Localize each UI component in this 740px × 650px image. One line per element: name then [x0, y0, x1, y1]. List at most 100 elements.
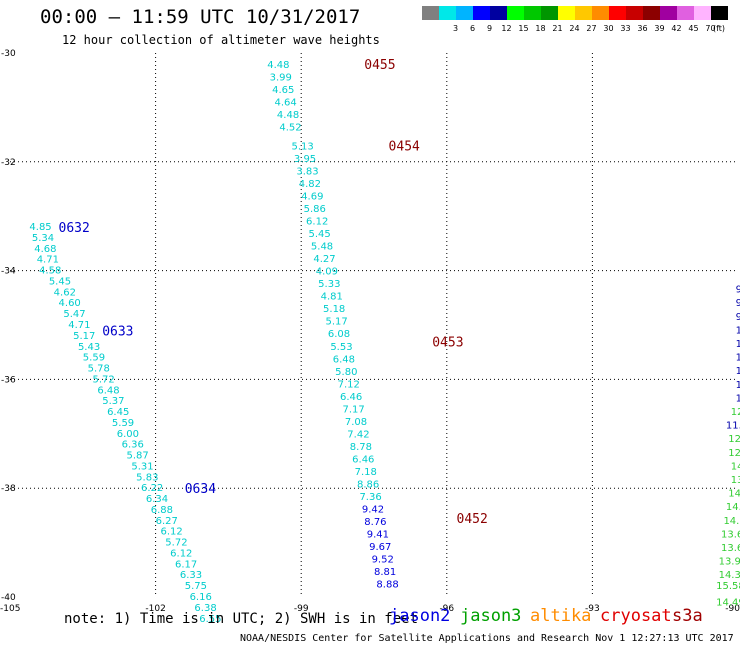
legend-s3a: s3a	[672, 606, 703, 626]
pass-time-label: 0455	[364, 58, 395, 73]
swh-value-label: 7.12	[338, 379, 360, 390]
pass-time-label: 0634	[185, 482, 216, 497]
swh-value-label: 7.42	[347, 429, 369, 440]
swh-value-label: 4.60	[59, 298, 81, 309]
scale-tick-label: 24	[569, 24, 579, 33]
swh-value-label: 4.85	[29, 222, 51, 233]
pass-time-label: 0454	[389, 139, 420, 154]
swh-value-label: 4.82	[299, 179, 321, 190]
x-tick-label: -102	[145, 604, 165, 614]
swh-value-label: 5.59	[83, 353, 105, 364]
swh-value-label: 13.69	[721, 543, 740, 554]
scale-bin	[592, 6, 609, 20]
scale-bin	[660, 6, 677, 20]
swh-value-label: 5.17	[325, 317, 347, 328]
swh-value-label: 3.83	[296, 167, 318, 178]
swh-value-label: 5.13	[291, 142, 313, 153]
y-tick-label: -32	[1, 158, 16, 168]
swh-value-label: 13.97	[719, 557, 740, 568]
swh-value-label: 5.43	[78, 342, 100, 353]
swh-value-label: 5.59	[112, 418, 134, 429]
swh-value-label: 5.48	[311, 242, 333, 253]
swh-value-label: 6.55	[199, 614, 221, 625]
scale-tick-label: 39	[654, 24, 664, 33]
swh-value-label: 6.48	[333, 354, 355, 365]
swh-value-label: 5.45	[49, 276, 71, 287]
swh-value-label: 6.38	[194, 603, 216, 614]
swh-value-label: 5.37	[102, 396, 124, 407]
pass-time-label: 0633	[102, 324, 133, 339]
swh-value-label: 9	[736, 285, 740, 296]
swh-value-label: 9	[736, 298, 740, 309]
swh-value-label: 6.12	[170, 548, 192, 559]
swh-value-label: 5.33	[318, 279, 340, 290]
scale-tick-label: 42	[671, 24, 681, 33]
scale-tick-label: 36	[637, 24, 647, 33]
x-tick-label: -96	[439, 604, 454, 614]
scale-bin	[507, 6, 524, 20]
scale-bin	[473, 6, 490, 20]
swh-value-label: 7.36	[359, 492, 381, 503]
swh-value-label: 15.58	[716, 581, 740, 592]
swh-value-label: 3.99	[270, 72, 292, 83]
swh-value-label: 4.09	[316, 267, 338, 278]
swh-value-label: 14.19	[726, 502, 740, 513]
swh-value-label: 3.95	[294, 154, 316, 165]
y-tick-label: -38	[1, 484, 16, 494]
scale-tick-label: 27	[586, 24, 596, 33]
swh-value-label: 6.12	[160, 527, 182, 538]
swh-value-label: 6.08	[328, 329, 350, 340]
units-note: note: 1) Time is in UTC; 2) SWH is in fe…	[64, 611, 419, 627]
swh-value-label: 12.8	[728, 448, 740, 459]
swh-value-label: 6.46	[340, 392, 362, 403]
swh-value-label: 4.52	[279, 123, 301, 134]
swh-value-label: 4.58	[39, 266, 61, 277]
scale-bin	[711, 6, 728, 20]
swh-value-label: 11.7	[726, 421, 740, 432]
x-tick-label: -90	[725, 604, 740, 614]
scale-bin	[626, 6, 643, 20]
scale-tick-label: 45	[688, 24, 698, 33]
swh-value-label: 11.	[736, 366, 740, 377]
swh-value-label: 6.45	[107, 407, 129, 418]
swh-value-label: 8.81	[374, 567, 396, 578]
swh-value-label: 14.36	[719, 570, 740, 581]
scale-bin	[609, 6, 626, 20]
swh-value-label: 10	[736, 325, 740, 336]
legend-jason2: jason2	[389, 606, 451, 626]
swh-value-label: 5.80	[335, 367, 357, 378]
swh-value-label: 5.18	[323, 304, 345, 315]
scale-tick-label: 30	[603, 24, 613, 33]
scale-unit-label: (ft)	[713, 24, 725, 33]
scale-bin	[490, 6, 507, 20]
swh-value-label: 7.17	[342, 404, 364, 415]
scale-tick-label: 15	[518, 24, 528, 33]
x-tick-label: -99	[294, 604, 309, 614]
swh-value-label: 10	[736, 339, 740, 350]
swh-value-label: 6.36	[122, 440, 144, 451]
swh-value-label: 9.52	[372, 554, 394, 565]
credit-line: NOAA/NESDIS Center for Satellite Applica…	[240, 633, 734, 644]
swh-value-label: 5.78	[88, 364, 110, 375]
swh-value-label: 6.46	[352, 454, 374, 465]
swh-value-label: 5.31	[131, 461, 153, 472]
swh-value-label: 5.86	[304, 204, 326, 215]
pass-time-labels: 0455 0454 0453 0452 0632 0633 0634	[59, 58, 488, 527]
swh-value-label: 4.27	[313, 254, 335, 265]
swh-value-label: 8.88	[376, 579, 398, 590]
scale-tick-label: 12	[501, 24, 511, 33]
swh-value-label: 7.08	[345, 417, 367, 428]
x-tick-label: -93	[585, 604, 600, 614]
scale-bin	[541, 6, 558, 20]
swh-value-label: 4.48	[277, 110, 299, 121]
chart-title: 00:00 – 11:59 UTC 10/31/2017	[40, 6, 361, 28]
swh-value-label: 6.27	[156, 516, 178, 527]
scale-tick-label: 70	[705, 24, 715, 33]
scale-bin	[439, 6, 456, 20]
swh-value-label: 6.48	[97, 385, 119, 396]
swh-value-label: 5.47	[63, 309, 85, 320]
swh-value-label: 6.33	[180, 570, 202, 581]
swh-value-label: 4.71	[68, 320, 90, 331]
scale-bin	[694, 6, 711, 20]
scale-bin	[422, 6, 439, 20]
